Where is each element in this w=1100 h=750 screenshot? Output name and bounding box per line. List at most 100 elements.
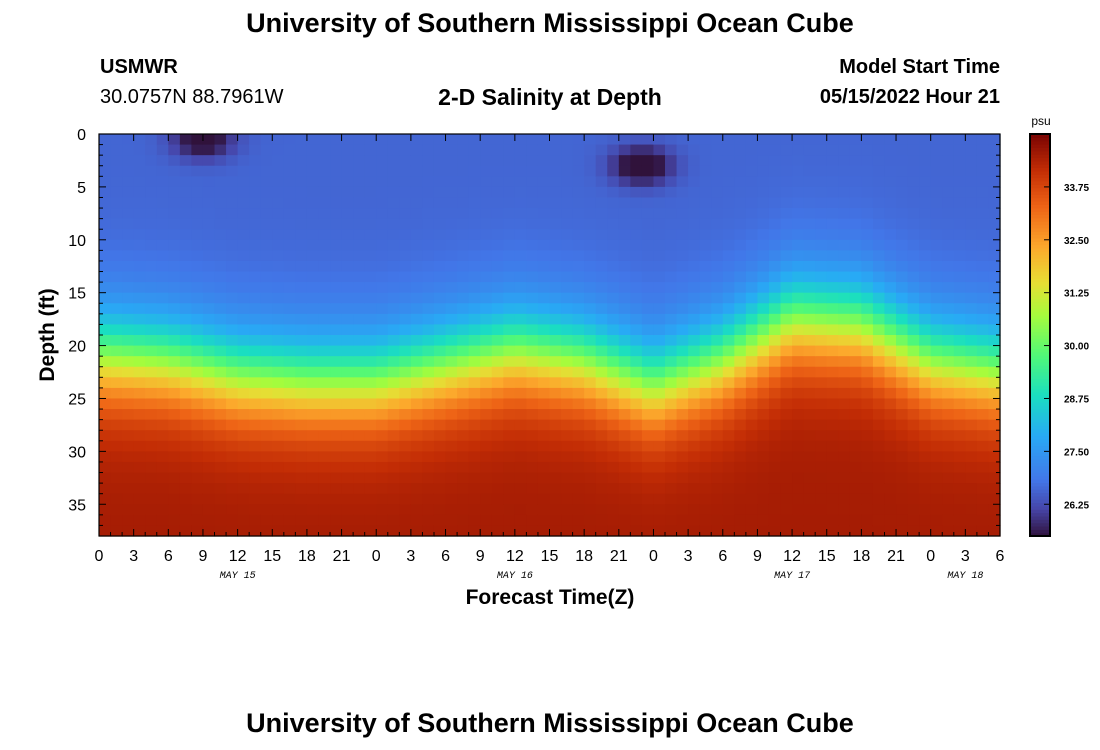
heatmap-cell	[341, 197, 354, 209]
heatmap-cell	[688, 165, 701, 177]
heatmap-cell	[953, 324, 966, 336]
heatmap-cell	[260, 218, 273, 230]
heatmap-cell	[226, 409, 239, 421]
heatmap-cell	[526, 229, 539, 241]
colorbar-segment	[1030, 361, 1050, 366]
heatmap-cell	[387, 324, 400, 336]
heatmap-cell	[757, 345, 770, 357]
heatmap-cell	[699, 313, 712, 326]
heatmap-cell	[330, 250, 343, 262]
heatmap-cell	[711, 134, 724, 146]
heatmap-cell	[330, 514, 343, 527]
heatmap-cell	[179, 377, 193, 389]
heatmap-cell	[561, 134, 574, 146]
heatmap-cell	[699, 504, 712, 516]
heatmap-cell	[468, 504, 481, 516]
heatmap-cell	[953, 461, 966, 474]
heatmap-cell	[99, 483, 112, 495]
heatmap-cell	[549, 525, 562, 537]
heatmap-cell	[849, 472, 862, 484]
heatmap-cell	[607, 472, 620, 484]
heatmap-cell	[930, 366, 943, 378]
heatmap-cell	[676, 155, 689, 167]
heatmap-cell	[780, 250, 793, 262]
heatmap-cell	[919, 514, 932, 527]
colorbar-segment	[1030, 184, 1050, 189]
heatmap-cell	[884, 292, 897, 304]
heatmap-cell	[145, 186, 158, 199]
heatmap-cell	[491, 250, 504, 262]
heatmap-cell	[826, 271, 839, 283]
heatmap-cell	[376, 493, 389, 505]
heatmap-cell	[584, 208, 597, 220]
heatmap-cell	[595, 493, 608, 505]
heatmap-cell	[630, 144, 643, 156]
heatmap-cell	[872, 461, 886, 474]
heatmap-cell	[99, 356, 112, 368]
heatmap-cell	[341, 303, 354, 315]
heatmap-cell	[364, 165, 377, 177]
heatmap-cell	[930, 504, 943, 516]
heatmap-cell	[503, 419, 516, 431]
heatmap-cell	[387, 366, 400, 378]
heatmap-cell	[734, 377, 747, 389]
heatmap-cell	[457, 387, 470, 400]
heatmap-cell	[168, 430, 181, 442]
heatmap-cell	[653, 260, 666, 273]
colorbar-tick-label: 27.50	[1064, 447, 1089, 458]
heatmap-cell	[283, 377, 296, 389]
heatmap-cell	[584, 239, 597, 251]
heatmap-cell	[226, 271, 239, 283]
heatmap-cell	[249, 134, 262, 146]
heatmap-cell	[768, 144, 782, 156]
heatmap-cell	[341, 430, 354, 442]
colorbar-segment	[1030, 425, 1050, 430]
heatmap-cell	[757, 472, 770, 484]
heatmap-cell	[595, 366, 608, 378]
heatmap-cell	[907, 260, 920, 273]
heatmap-cell	[896, 440, 909, 452]
heatmap-cell	[942, 419, 955, 431]
heatmap-cell	[826, 239, 839, 251]
heatmap-cell	[99, 419, 112, 431]
heatmap-cell	[526, 176, 539, 188]
heatmap-cell	[122, 155, 135, 167]
heatmap-cell	[849, 218, 862, 230]
heatmap-cell	[942, 461, 955, 474]
heatmap-cell	[641, 313, 655, 326]
heatmap-cell	[745, 165, 759, 177]
heatmap-cell	[872, 472, 886, 484]
heatmap-cell	[745, 292, 759, 304]
heatmap-cell	[422, 324, 435, 336]
heatmap-cell	[919, 335, 932, 347]
heatmap-cell	[826, 398, 839, 410]
heatmap-cell	[480, 387, 493, 400]
heatmap-cell	[676, 144, 689, 156]
heatmap-cell	[988, 239, 1001, 251]
heatmap-cell	[838, 176, 851, 188]
heatmap-cell	[353, 409, 366, 421]
heatmap-cell	[699, 525, 712, 537]
heatmap-cell	[353, 387, 366, 400]
heatmap-cell	[549, 144, 562, 156]
heatmap-cell	[306, 409, 320, 421]
heatmap-cell	[422, 430, 435, 442]
heatmap-cell	[110, 250, 123, 262]
heatmap-cell	[330, 324, 343, 336]
heatmap-cell	[341, 282, 354, 294]
heatmap-cell	[272, 292, 285, 304]
heatmap-cell	[237, 514, 250, 527]
heatmap-cell	[168, 472, 181, 484]
heatmap-cell	[110, 419, 123, 431]
heatmap-cell	[792, 409, 805, 421]
heatmap-cell	[745, 514, 759, 527]
heatmap-cell	[410, 250, 424, 262]
heatmap-cell	[214, 483, 227, 495]
heatmap-cell	[734, 483, 747, 495]
heatmap-cell	[433, 366, 447, 378]
heatmap-cell	[953, 472, 966, 484]
colorbar-segment	[1030, 355, 1050, 360]
colorbar-segment	[1030, 412, 1050, 416]
heatmap-cell	[826, 440, 839, 452]
heatmap-cell	[595, 335, 608, 347]
